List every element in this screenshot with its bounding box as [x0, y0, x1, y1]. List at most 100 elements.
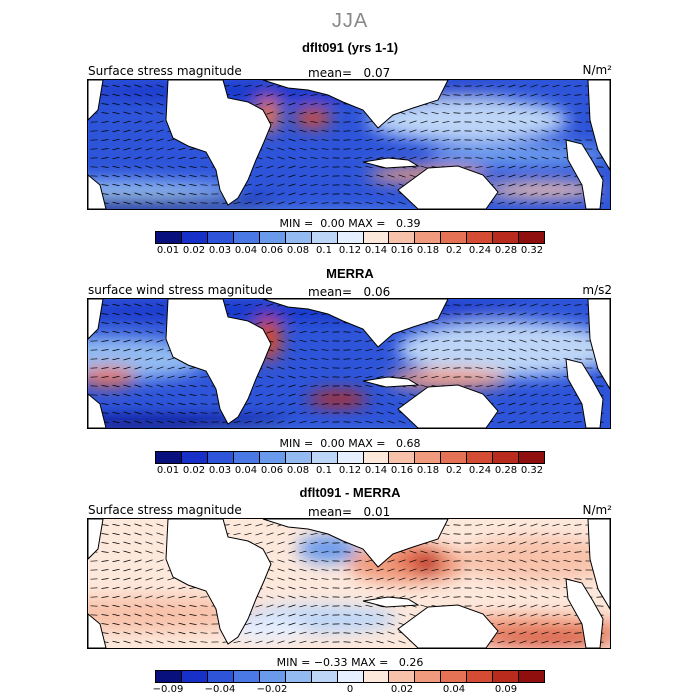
wind-vector	[442, 349, 450, 351]
wind-vector	[387, 631, 395, 635]
wind-vector	[365, 586, 373, 590]
wind-vector	[145, 201, 153, 205]
wind-vector	[497, 550, 505, 554]
wind-vector	[563, 550, 571, 554]
wind-vector	[156, 183, 164, 187]
wind-vector	[167, 192, 175, 196]
field-contour	[368, 98, 568, 142]
colorbar-tick-label: 0.18	[416, 245, 440, 256]
wind-vector	[156, 357, 164, 361]
wind-vector	[530, 93, 538, 97]
wind-vector	[376, 577, 384, 581]
wind-vector	[112, 174, 120, 178]
wind-vector	[178, 411, 186, 415]
wind-vector	[442, 542, 450, 544]
wind-vector	[376, 129, 384, 133]
wind-vector	[574, 632, 582, 634]
wind-vector	[519, 321, 527, 325]
wind-vector	[541, 192, 549, 196]
wind-vector	[101, 112, 109, 114]
wind-vector	[541, 120, 549, 124]
wind-vector	[266, 402, 274, 406]
wind-vector	[178, 165, 186, 169]
wind-vector	[387, 339, 395, 343]
wind-vector	[244, 532, 252, 536]
wind-vector	[541, 330, 549, 334]
wind-vector	[112, 550, 120, 554]
wind-vector	[145, 366, 153, 370]
wind-vector	[354, 632, 362, 634]
colorbar-swatch	[207, 671, 234, 682]
wind-vector	[541, 312, 549, 316]
wind-vector	[376, 147, 384, 151]
wind-vector	[365, 120, 373, 124]
wind-vector	[541, 147, 549, 151]
wind-vector	[266, 420, 274, 424]
wind-vector	[288, 147, 296, 151]
wind-vector	[200, 175, 208, 177]
wind-vector	[519, 138, 527, 142]
wind-vector	[288, 357, 296, 361]
wind-vector	[497, 393, 505, 397]
wind-vector	[365, 138, 373, 142]
wind-vector	[310, 201, 318, 205]
wind-vector	[508, 375, 516, 379]
wind-vector	[541, 586, 549, 590]
wind-vector	[475, 358, 483, 360]
wind-vector	[563, 631, 571, 635]
wind-vector	[277, 595, 285, 599]
wind-vector	[255, 192, 263, 196]
wind-vector	[497, 84, 505, 88]
colorbar-swatch	[467, 452, 494, 463]
colorbar-swatch	[441, 452, 468, 463]
wind-vector	[596, 166, 604, 168]
wind-vector	[112, 523, 120, 527]
wind-vector	[409, 156, 417, 160]
wind-vector	[508, 604, 516, 608]
wind-vector	[431, 138, 439, 142]
wind-vector	[299, 147, 307, 151]
wind-vector	[310, 631, 318, 635]
wind-vector	[574, 112, 582, 114]
wind-vector	[156, 147, 164, 151]
wind-vector	[112, 303, 120, 307]
wind-vector	[508, 339, 516, 343]
wind-vector	[442, 569, 450, 571]
wind-vector	[486, 559, 494, 563]
wind-vector	[123, 568, 131, 572]
wind-vector	[519, 102, 527, 106]
wind-vector	[409, 577, 417, 581]
colorbar-tick-label: 0.02	[182, 245, 206, 256]
wind-vector	[497, 586, 505, 590]
wind-vector	[156, 330, 164, 334]
wind-vector	[244, 631, 252, 635]
wind-vector	[431, 568, 439, 572]
wind-vector	[266, 613, 274, 617]
wind-vector	[277, 640, 285, 644]
wind-vector	[266, 330, 274, 334]
wind-vector	[365, 577, 373, 581]
wind-vector	[156, 523, 164, 527]
field-contour	[295, 108, 331, 128]
panel2-min-label: MIN =	[279, 437, 314, 450]
field-contour	[88, 418, 288, 428]
wind-vector	[310, 393, 318, 397]
wind-vector	[486, 129, 494, 133]
panel3-mean-label: mean= 0.01	[308, 505, 390, 519]
wind-vector	[563, 384, 571, 388]
wind-vector	[475, 148, 483, 150]
wind-vector	[266, 183, 274, 187]
wind-vector	[508, 330, 516, 334]
wind-vector	[497, 366, 505, 370]
wind-vector	[277, 312, 285, 316]
wind-vector	[145, 640, 153, 644]
wind-vector	[123, 577, 131, 581]
wind-vector	[299, 595, 307, 599]
wind-vector	[288, 192, 296, 196]
wind-vector	[541, 622, 549, 626]
colorbar-swatch	[156, 232, 182, 243]
wind-vector	[123, 393, 131, 397]
wind-vector	[398, 129, 406, 133]
field-contour	[308, 391, 368, 407]
wind-vector	[541, 348, 549, 352]
